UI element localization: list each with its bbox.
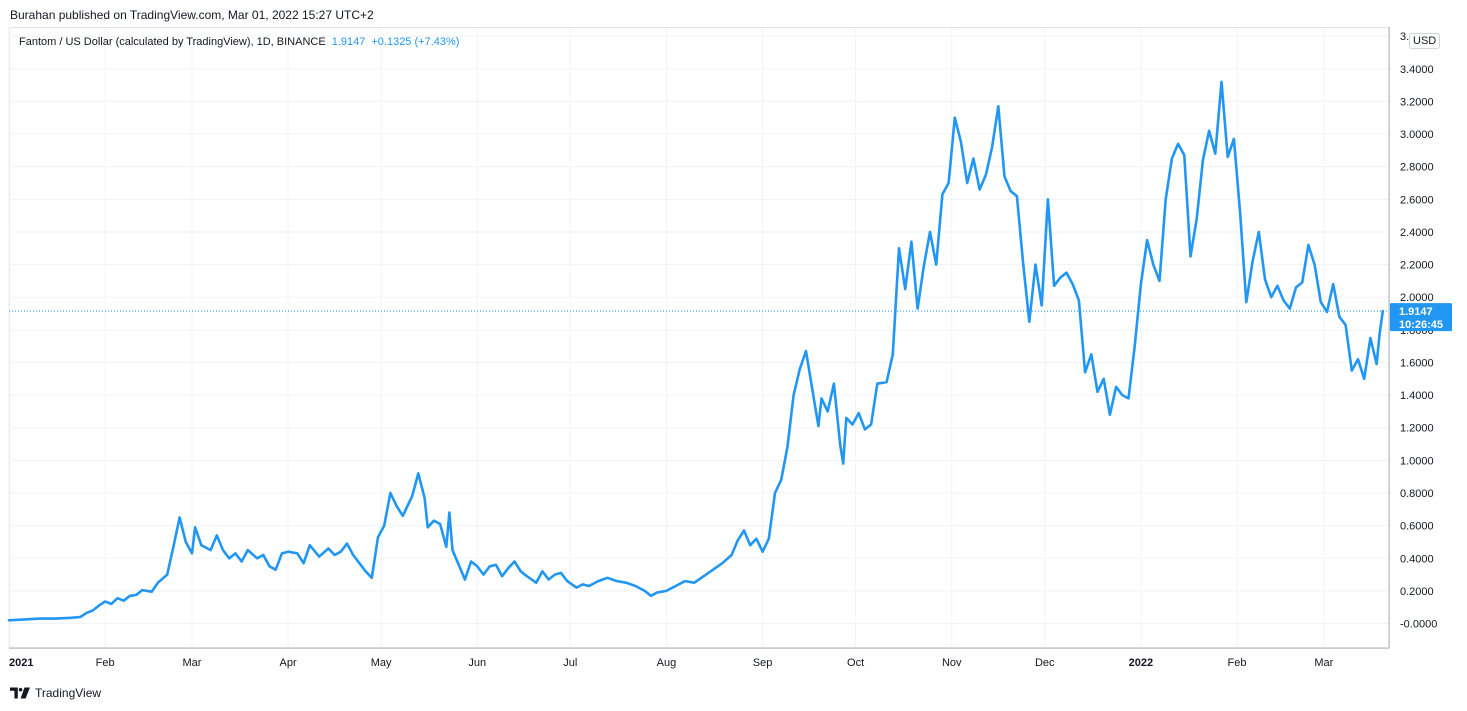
tradingview-brand[interactable]: TradingView — [10, 686, 101, 700]
x-tick-label: Mar — [1314, 657, 1333, 669]
grid — [8, 28, 1389, 648]
last-price-label: 1.9147 10:26:45 — [1390, 303, 1452, 332]
x-axis-ticks: 2021 Feb Mar Apr May Jun Jul Aug Sep Oct Nov Dec 202… — [9, 657, 1334, 669]
y-tick-label: 3.2000 — [1400, 96, 1434, 108]
currency-button[interactable]: USD — [1409, 33, 1441, 49]
x-tick-label: Mar — [182, 657, 201, 669]
x-tick-label: Feb — [1228, 657, 1247, 669]
y-tick-label: 3. — [1400, 31, 1409, 43]
symbol-legend[interactable]: Fantom / US Dollar (calculated by Tradin… — [19, 36, 459, 48]
price-series-line — [7, 80, 1385, 622]
brand-name: TradingView — [35, 686, 102, 700]
y-tick-label: -0.0000 — [1400, 619, 1437, 631]
y-tick-label: 1.0000 — [1400, 455, 1434, 467]
y-axis-ticks: -0.0000 0.2000 0.4000 0.6000 0.8000 1.0000 1.2… — [1400, 31, 1437, 630]
x-tick-label: May — [371, 657, 392, 669]
x-tick-label: Oct — [847, 657, 864, 669]
bar-countdown: 10:26:45 — [1399, 319, 1443, 331]
x-tick-label: Feb — [96, 657, 115, 669]
symbol-description: Fantom / US Dollar (calculated by Tradin… — [19, 36, 326, 48]
x-tick-label: Nov — [942, 657, 962, 669]
y-tick-label: 2.0000 — [1400, 292, 1434, 304]
y-tick-label: 2.4000 — [1400, 227, 1434, 239]
last-price-value: 1.9147 — [1399, 306, 1433, 318]
tradingview-logo-icon — [10, 687, 30, 699]
y-tick-label: 3.4000 — [1400, 64, 1434, 76]
y-tick-label: 1.4000 — [1400, 390, 1434, 402]
y-tick-label: 2.6000 — [1400, 194, 1434, 206]
y-tick-label: 0.8000 — [1400, 488, 1434, 500]
axes — [9, 27, 1390, 649]
x-tick-label: 2022 — [1129, 657, 1153, 669]
y-tick-label: 2.8000 — [1400, 162, 1434, 174]
y-tick-label: 0.6000 — [1400, 521, 1434, 533]
x-tick-label: Aug — [657, 657, 677, 669]
y-tick-label: 3.0000 — [1400, 129, 1434, 141]
y-tick-label: 2.2000 — [1400, 260, 1434, 272]
change-value: +0.1325 (+7.43%) — [371, 36, 460, 48]
x-tick-label: Jul — [563, 657, 577, 669]
y-tick-label: 1.2000 — [1400, 423, 1434, 435]
x-tick-label: 2021 — [9, 657, 33, 669]
y-tick-label: 0.2000 — [1400, 586, 1434, 598]
x-tick-label: Apr — [280, 657, 297, 669]
y-tick-label: 0.4000 — [1400, 553, 1434, 565]
y-tick-label: 1.6000 — [1400, 357, 1434, 369]
last-value: 1.9147 — [331, 36, 366, 48]
x-tick-label: Dec — [1035, 657, 1055, 669]
x-tick-label: Sep — [753, 657, 773, 669]
publisher-line: Burahan published on TradingView.com, Ma… — [10, 8, 374, 22]
x-tick-label: Jun — [468, 657, 486, 669]
